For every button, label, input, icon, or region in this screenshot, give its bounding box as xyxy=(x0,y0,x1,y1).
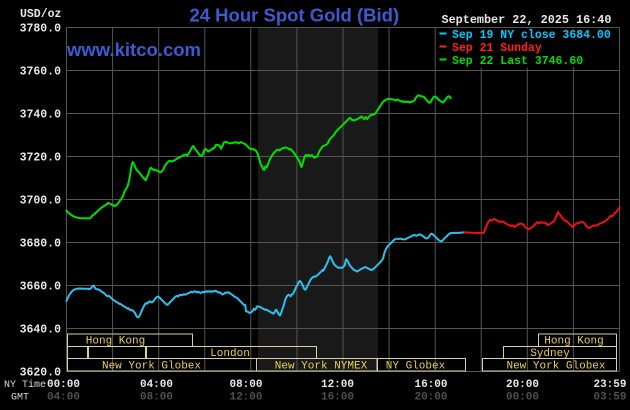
svg-text:NY Time: NY Time xyxy=(4,379,46,391)
svg-text:New York NYMEX: New York NYMEX xyxy=(275,361,368,373)
svg-text:3720.0: 3720.0 xyxy=(20,152,62,165)
svg-text:12:00: 12:00 xyxy=(229,392,262,404)
svg-text:September 22, 2025 16:40: September 22, 2025 16:40 xyxy=(442,13,612,27)
svg-text:NY Globex: NY Globex xyxy=(386,361,446,373)
svg-text:Hong Kong: Hong Kong xyxy=(86,336,145,348)
svg-text:www.kitco.com: www.kitco.com xyxy=(66,39,201,60)
svg-text:Hong Kong: Hong Kong xyxy=(544,336,603,348)
svg-text:12:00: 12:00 xyxy=(321,379,354,391)
svg-text:00:00: 00:00 xyxy=(506,392,539,404)
svg-text:04:00: 04:00 xyxy=(47,392,80,404)
svg-text:GMT: GMT xyxy=(11,393,29,404)
svg-text:Sydney: Sydney xyxy=(530,348,570,360)
svg-text:3620.0: 3620.0 xyxy=(20,367,62,380)
svg-text:08:00: 08:00 xyxy=(229,379,262,391)
svg-text:3760.0: 3760.0 xyxy=(20,66,62,79)
svg-text:04:00: 04:00 xyxy=(140,379,173,391)
svg-text:23:59: 23:59 xyxy=(593,379,626,391)
svg-text:3660.0: 3660.0 xyxy=(20,281,62,294)
svg-text:USD/oz: USD/oz xyxy=(20,8,62,21)
svg-text:3740.0: 3740.0 xyxy=(20,109,62,122)
svg-text:3640.0: 3640.0 xyxy=(20,324,62,337)
svg-text:3680.0: 3680.0 xyxy=(20,238,62,251)
svg-text:16:00: 16:00 xyxy=(414,379,447,391)
svg-text:Sep 21 Sunday: Sep 21 Sunday xyxy=(452,42,542,55)
svg-text:Sep 19 NY close 3684.00: Sep 19 NY close 3684.00 xyxy=(452,29,611,42)
svg-text:24 Hour Spot Gold (Bid): 24 Hour Spot Gold (Bid) xyxy=(189,4,399,25)
svg-text:08:00: 08:00 xyxy=(140,392,173,404)
svg-text:Sep 22 Last 3746.60: Sep 22 Last 3746.60 xyxy=(452,55,583,68)
svg-text:New York Globex: New York Globex xyxy=(102,361,201,373)
svg-text:3700.0: 3700.0 xyxy=(20,195,62,208)
svg-text:16:00: 16:00 xyxy=(321,392,354,404)
svg-text:03:59: 03:59 xyxy=(593,392,626,404)
svg-text:New York Globex: New York Globex xyxy=(506,361,605,373)
svg-text:London: London xyxy=(210,348,250,360)
svg-text:3780.0: 3780.0 xyxy=(20,23,62,36)
svg-text:00:00: 00:00 xyxy=(47,379,80,391)
svg-text:20:00: 20:00 xyxy=(506,379,539,391)
svg-text:20:00: 20:00 xyxy=(414,392,447,404)
